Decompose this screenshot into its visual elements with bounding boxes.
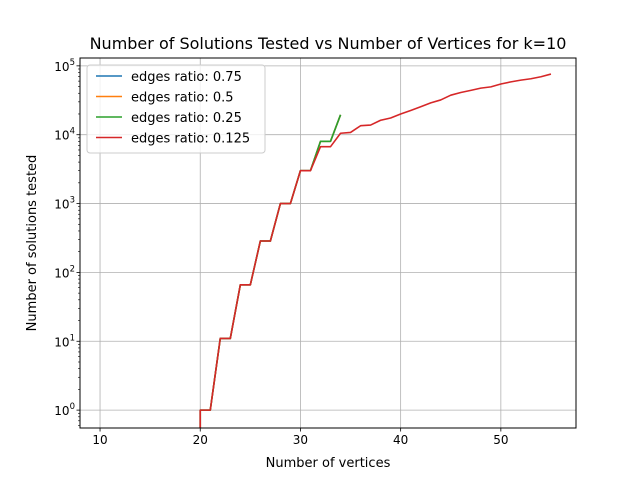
x-tick-label: 10 xyxy=(92,433,107,447)
y-axis-label: Number of solutions tested xyxy=(25,155,40,332)
chart-title: Number of Solutions Tested vs Number of … xyxy=(90,34,567,53)
legend-entry-label: edges ratio: 0.5 xyxy=(131,91,234,106)
legend-box xyxy=(86,64,266,154)
series-line-4 xyxy=(199,73,552,428)
y-tick-label: 102 xyxy=(54,264,75,280)
legend-entry-label: edges ratio: 0.25 xyxy=(131,111,242,126)
axes-frame xyxy=(79,57,577,429)
y-tick-label: 100 xyxy=(54,402,75,418)
x-tick-label: 50 xyxy=(493,433,508,447)
x-axis-ticks: 10 20 30 40 50 xyxy=(92,428,508,447)
plot-lines xyxy=(199,73,552,428)
y-tick-label: 103 xyxy=(54,196,75,212)
y-tick-label: 104 xyxy=(54,127,75,143)
legend-entry-label: edges ratio: 0.125 xyxy=(131,132,250,147)
x-axis-label: Number of vertices xyxy=(266,456,391,471)
grid-lines xyxy=(80,58,576,428)
x-tick-label: 40 xyxy=(393,433,408,447)
legend: edges ratio: 0.75 edges ratio: 0.5 edges r… xyxy=(86,64,266,154)
x-tick-label: 20 xyxy=(193,433,208,447)
x-tick-label: 30 xyxy=(293,433,308,447)
y-axis-ticks: 100 101 102 103 104 105 xyxy=(54,58,80,426)
y-tick-label: 101 xyxy=(54,333,75,349)
y-tick-label: 105 xyxy=(54,58,75,74)
legend-entry-label: edges ratio: 0.75 xyxy=(131,70,242,85)
